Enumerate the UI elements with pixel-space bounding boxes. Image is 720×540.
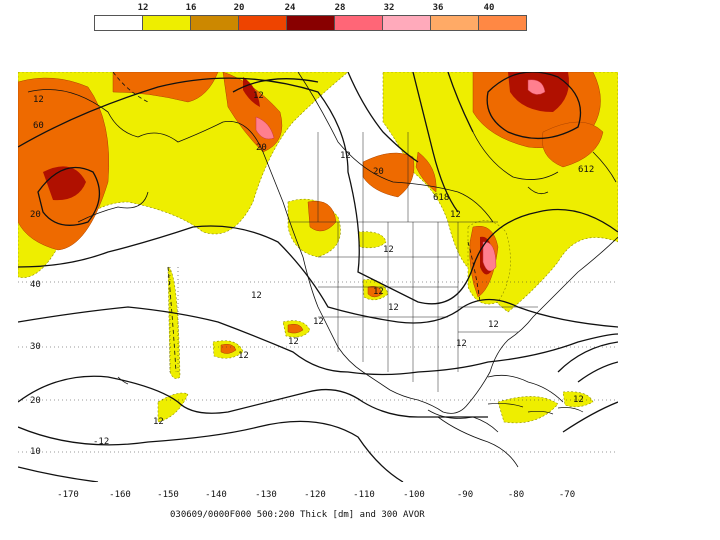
contour-label: 12	[383, 245, 394, 255]
legend-label: 20	[233, 3, 245, 13]
contour-label: 12	[573, 395, 584, 405]
contour-label: -12	[93, 437, 109, 447]
color-legend	[94, 15, 527, 31]
longitude-label: -170	[57, 490, 79, 500]
legend-label: 12	[137, 3, 149, 13]
contour-label: 12	[488, 320, 499, 330]
legend-swatch-20	[190, 15, 239, 31]
longitude-label: -160	[109, 490, 131, 500]
longitude-label: -80	[507, 490, 525, 500]
map-caption: 030609/0000F000 500:200 Thick [dm] and 3…	[170, 510, 425, 520]
legend-swatch-32	[334, 15, 383, 31]
contour-label: 60	[33, 121, 44, 131]
contour-label: 12	[450, 210, 461, 220]
contour-label: 12	[33, 95, 44, 105]
longitude-label: -110	[353, 490, 375, 500]
latitude-label: 30	[30, 342, 41, 352]
longitude-label: -100	[403, 490, 425, 500]
longitude-label: -140	[205, 490, 227, 500]
latitude-label: 20	[30, 396, 41, 406]
vorticity-dashed-contours	[112, 72, 481, 373]
legend-label: 28	[334, 3, 346, 13]
caribbean-islands	[117, 376, 584, 415]
contour-label: 20	[373, 167, 384, 177]
contour-label: 618	[433, 193, 449, 203]
contour-label: 12	[456, 339, 467, 349]
contour-label: 20	[30, 210, 41, 220]
longitude-label: -150	[157, 490, 179, 500]
contour-label: 12	[373, 287, 384, 297]
legend-label: 40	[483, 3, 495, 13]
legend-swatch-top	[478, 15, 527, 31]
contour-label: 12	[238, 351, 249, 361]
map-canvas: 12 60 20 12 20 12 12 20 12 618 612 12 12…	[18, 72, 618, 482]
contour-label: 612	[578, 165, 594, 175]
longitude-label: -90	[456, 490, 474, 500]
latitude-label: 40	[30, 280, 41, 290]
longitude-label: -70	[558, 490, 576, 500]
legend-label: 16	[185, 3, 197, 13]
legend-swatch-16	[142, 15, 191, 31]
legend-swatch-40	[430, 15, 479, 31]
legend-label: 36	[432, 3, 444, 13]
contour-label: 12	[288, 337, 299, 347]
thickness-contours	[18, 72, 618, 482]
contour-label: 12	[340, 151, 351, 161]
contour-label: 12	[251, 291, 262, 301]
latitude-gridlines	[18, 281, 618, 453]
legend-swatch-36	[382, 15, 431, 31]
longitude-gridlines	[169, 267, 179, 372]
contour-label: 12	[313, 317, 324, 327]
legend-label: 32	[383, 3, 395, 13]
contour-label: 12	[253, 91, 264, 101]
legend-swatch-24	[238, 15, 287, 31]
legend-swatch-28	[286, 15, 335, 31]
contour-label: 20	[256, 143, 267, 153]
weather-map: 12 60 20 12 20 12 12 20 12 618 612 12 12…	[18, 72, 618, 482]
legend-swatch-12	[94, 15, 143, 31]
legend-label: 24	[284, 3, 296, 13]
vorticity-pink-fill	[255, 79, 546, 272]
longitude-label: -130	[255, 490, 277, 500]
contour-label: 12	[388, 303, 399, 313]
latitude-label: 10	[30, 447, 41, 457]
contour-labels: 12 60 20 12 20 12 12 20 12 618 612 12 12…	[30, 91, 594, 447]
longitude-label: -120	[304, 490, 326, 500]
contour-label: 12	[153, 417, 164, 427]
